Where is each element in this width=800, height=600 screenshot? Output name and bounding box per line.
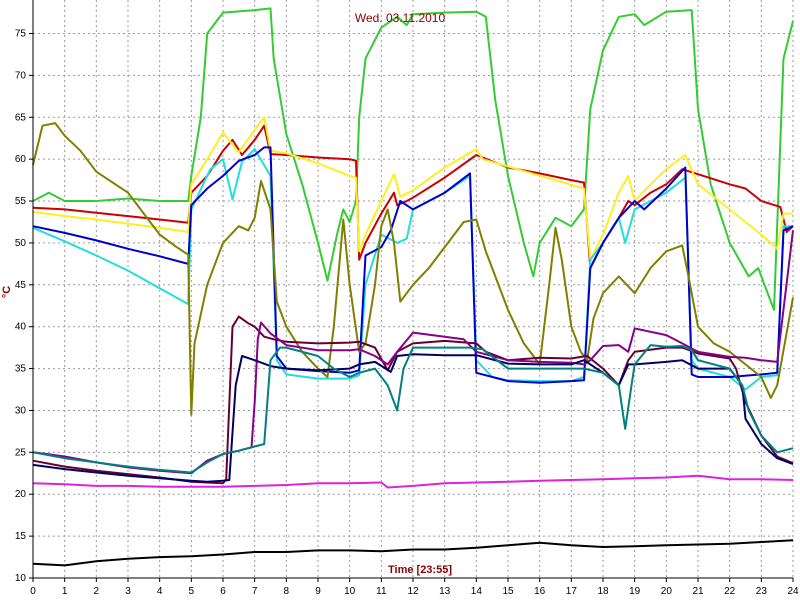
y-axis-label: °C	[1, 286, 13, 298]
series-line-10	[32, 344, 794, 474]
x-tick-label: 13	[439, 586, 451, 597]
y-tick-label: 55	[15, 196, 27, 207]
chart-title: Wed. 03.11.2010	[355, 11, 446, 25]
series-line-5	[32, 146, 794, 384]
x-axis-label: Time [23:55]	[388, 564, 452, 576]
x-tick-label: 21	[692, 586, 704, 597]
x-tick-label: 22	[724, 586, 736, 597]
y-tick-label: 30	[15, 405, 27, 416]
y-tick-label: 65	[15, 112, 27, 123]
y-tick-label: 60	[15, 154, 27, 165]
series-group	[32, 7, 794, 567]
x-tick-label: 14	[471, 586, 483, 597]
series-line-3	[32, 116, 793, 261]
x-tick-label: 2	[94, 586, 100, 597]
y-tick-label: 20	[15, 489, 27, 500]
x-tick-label: 7	[252, 586, 258, 597]
x-tick-label: 16	[534, 586, 546, 597]
y-tick-label: 10	[15, 573, 27, 584]
series-line-11	[32, 474, 794, 489]
x-tick-label: 3	[125, 586, 131, 597]
series-line-9	[32, 353, 794, 483]
x-tick-label: 15	[502, 586, 514, 597]
x-tick-label: 1	[62, 586, 68, 597]
x-tick-label: 19	[629, 586, 641, 597]
x-tick-label: 20	[661, 586, 673, 597]
x-tick-labels: 0 1 2 3 4 5 6 7 8 9 10 11 12 13 14 15 16 17 18 19 20 21 22 23 24	[30, 578, 799, 597]
x-tick-label: 10	[344, 586, 356, 597]
x-tick-label: 4	[157, 586, 163, 597]
y-tick-label: 25	[15, 447, 27, 458]
x-tick-label: 9	[315, 586, 321, 597]
x-tick-label: 11	[376, 586, 387, 597]
y-tick-label: 70	[15, 70, 27, 81]
y-tick-labels: 10 15 20 25 30 35 40 45 50 55 60 65 70 75	[15, 29, 33, 584]
series-line-6	[32, 122, 794, 416]
x-tick-label: 18	[597, 586, 609, 597]
x-tick-label: 0	[30, 586, 36, 597]
x-tick-label: 6	[220, 586, 226, 597]
x-tick-label: 8	[284, 586, 290, 597]
y-tick-label: 45	[15, 280, 27, 291]
x-tick-label: 17	[566, 586, 578, 597]
y-tick-label: 50	[15, 238, 27, 249]
y-tick-label: 15	[15, 531, 27, 542]
x-tick-label: 23	[756, 586, 768, 597]
x-tick-label: 5	[189, 586, 195, 597]
x-tick-label: 24	[787, 586, 799, 597]
y-tick-label: 40	[15, 322, 27, 333]
x-tick-label: 12	[407, 586, 419, 597]
series-line-12	[32, 539, 794, 567]
y-tick-label: 75	[15, 29, 27, 40]
y-tick-label: 35	[15, 364, 27, 375]
series-line-1	[32, 7, 794, 311]
